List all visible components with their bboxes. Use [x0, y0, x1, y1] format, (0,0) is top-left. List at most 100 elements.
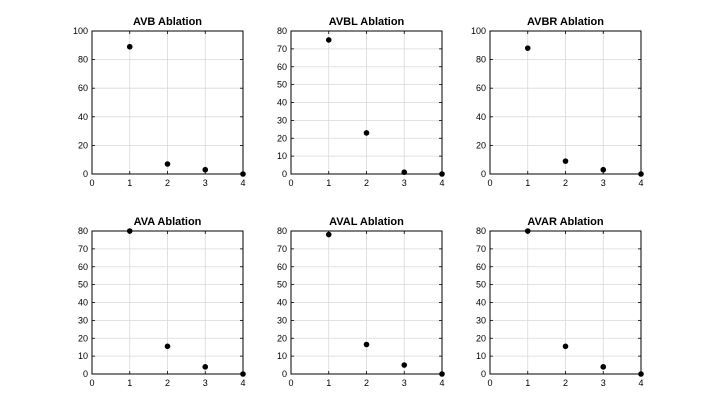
y-tick-label: 60 [78, 83, 88, 93]
y-tick-label: 60 [476, 262, 486, 272]
y-tick-label: 0 [481, 169, 486, 179]
data-point [363, 341, 370, 348]
y-tick-label: 0 [282, 169, 287, 179]
x-tick-label: 4 [240, 178, 245, 188]
x-tick-label: 4 [638, 378, 643, 388]
y-tick-label: 0 [83, 169, 88, 179]
data-point [240, 171, 246, 177]
x-tick-label: 2 [165, 178, 170, 188]
y-tick-label: 20 [78, 140, 88, 150]
y-tick-label: 80 [476, 226, 486, 236]
x-tick-label: 4 [638, 178, 643, 188]
y-tick-label: 0 [481, 369, 486, 379]
data-point [325, 231, 332, 238]
y-tick-label: 30 [277, 315, 287, 325]
y-tick-label: 100 [471, 26, 486, 36]
data-point [164, 343, 171, 350]
y-tick-label: 30 [78, 315, 88, 325]
y-tick-label: 80 [476, 55, 486, 65]
subplot-title: AVB Ablation [133, 16, 202, 28]
y-tick-label: 20 [476, 333, 486, 343]
y-tick-label: 40 [78, 112, 88, 122]
y-tick-label: 50 [78, 280, 88, 290]
y-tick-label: 0 [83, 369, 88, 379]
x-tick-label: 0 [487, 378, 492, 388]
y-tick-label: 70 [277, 244, 287, 254]
data-point [126, 43, 133, 50]
y-tick-label: 80 [78, 226, 88, 236]
x-tick-label: 4 [240, 378, 245, 388]
y-tick-label: 40 [277, 98, 287, 108]
y-tick-label: 30 [476, 315, 486, 325]
x-tick-label: 0 [89, 378, 94, 388]
x-tick-label: 0 [288, 378, 293, 388]
y-tick-label: 60 [476, 83, 486, 93]
y-tick-label: 40 [277, 298, 287, 308]
data-point [126, 228, 133, 234]
data-point [638, 371, 644, 377]
subplot-title: AVBL Ablation [329, 16, 405, 28]
x-tick-label: 3 [402, 178, 407, 188]
data-point [240, 371, 246, 377]
x-tick-label: 3 [601, 178, 606, 188]
y-tick-label: 40 [78, 298, 88, 308]
y-tick-label: 20 [476, 140, 486, 150]
x-tick-label: 1 [127, 178, 132, 188]
x-tick-label: 3 [203, 378, 208, 388]
data-point [363, 130, 370, 136]
y-tick-label: 10 [277, 151, 287, 161]
x-tick-label: 2 [364, 378, 369, 388]
subplot-title: AVA Ablation [134, 216, 202, 228]
y-tick-label: 30 [277, 115, 287, 125]
subplot-title: AVBR Ablation [527, 16, 604, 28]
data-point [600, 166, 607, 173]
data-point [600, 364, 607, 370]
x-tick-label: 1 [326, 378, 331, 388]
y-tick-label: 70 [277, 44, 287, 54]
x-tick-label: 4 [439, 378, 444, 388]
y-tick-label: 10 [78, 351, 88, 361]
y-tick-label: 60 [277, 62, 287, 72]
y-tick-label: 50 [277, 80, 287, 90]
y-tick-label: 100 [73, 26, 88, 36]
y-tick-label: 80 [277, 26, 287, 36]
subplot-title: AVAR Ablation [527, 216, 603, 228]
data-point [202, 364, 209, 370]
y-tick-label: 20 [277, 333, 287, 343]
data-point [439, 371, 445, 377]
y-tick-label: 60 [277, 262, 287, 272]
data-point [638, 171, 644, 177]
y-tick-label: 50 [277, 280, 287, 290]
data-point [325, 37, 332, 43]
y-tick-label: 20 [78, 333, 88, 343]
x-tick-label: 2 [165, 378, 170, 388]
data-point [202, 166, 209, 173]
y-tick-label: 50 [476, 280, 486, 290]
data-point [401, 362, 408, 368]
y-tick-label: 10 [476, 351, 486, 361]
x-tick-label: 1 [525, 378, 530, 388]
x-tick-label: 2 [563, 178, 568, 188]
x-tick-label: 0 [89, 178, 94, 188]
y-tick-label: 70 [78, 244, 88, 254]
x-tick-label: 3 [402, 378, 407, 388]
y-tick-label: 80 [78, 55, 88, 65]
y-tick-label: 20 [277, 133, 287, 143]
x-tick-label: 1 [525, 178, 530, 188]
x-tick-label: 1 [326, 178, 331, 188]
x-tick-label: 2 [563, 378, 568, 388]
data-point [562, 343, 569, 350]
x-tick-label: 3 [601, 378, 606, 388]
data-point [439, 171, 445, 177]
data-point [401, 169, 408, 176]
y-tick-label: 40 [476, 112, 486, 122]
data-point [524, 45, 531, 51]
y-tick-label: 0 [282, 369, 287, 379]
